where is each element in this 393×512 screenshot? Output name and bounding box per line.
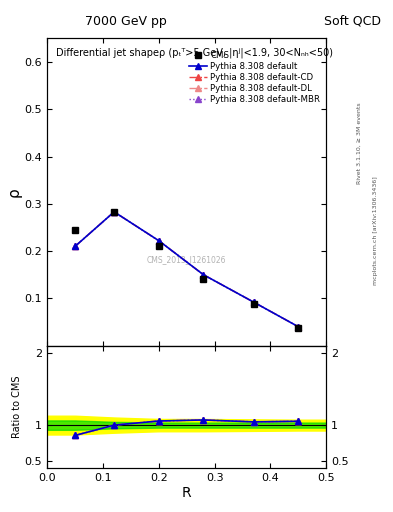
Line: Pythia 8.308 default: Pythia 8.308 default bbox=[72, 209, 301, 330]
Text: 7000 GeV pp: 7000 GeV pp bbox=[85, 15, 167, 28]
Line: CMS: CMS bbox=[72, 208, 302, 331]
Pythia 8.308 default bbox=[201, 272, 206, 278]
Pythia 8.308 default-MBR bbox=[156, 238, 161, 244]
Pythia 8.308 default bbox=[112, 209, 116, 215]
Pythia 8.308 default bbox=[296, 324, 301, 330]
Text: CMS_2013_I1261026: CMS_2013_I1261026 bbox=[147, 255, 226, 264]
Line: Pythia 8.308 default-DL: Pythia 8.308 default-DL bbox=[72, 209, 301, 330]
Y-axis label: Ratio to CMS: Ratio to CMS bbox=[12, 376, 22, 438]
X-axis label: R: R bbox=[182, 486, 191, 500]
Pythia 8.308 default-DL bbox=[201, 272, 206, 278]
Line: Pythia 8.308 default-CD: Pythia 8.308 default-CD bbox=[72, 209, 301, 330]
Pythia 8.308 default bbox=[73, 243, 77, 249]
Text: Soft QCD: Soft QCD bbox=[324, 15, 381, 28]
Pythia 8.308 default bbox=[156, 238, 161, 244]
Line: Pythia 8.308 default-MBR: Pythia 8.308 default-MBR bbox=[72, 209, 301, 330]
Text: Rivet 3.1.10, ≥ 3M events: Rivet 3.1.10, ≥ 3M events bbox=[357, 102, 362, 184]
Legend: CMS, Pythia 8.308 default, Pythia 8.308 default-CD, Pythia 8.308 default-DL, Pyt: CMS, Pythia 8.308 default, Pythia 8.308 … bbox=[188, 49, 322, 106]
Text: Differential jet shapeρ (pₜᵀ>5 GeV, |ηʲ|<1.9, 30<Nₙₕ<50): Differential jet shapeρ (pₜᵀ>5 GeV, |ηʲ|… bbox=[55, 48, 332, 58]
Pythia 8.308 default-MBR bbox=[201, 272, 206, 278]
Pythia 8.308 default-CD bbox=[156, 238, 161, 244]
Pythia 8.308 default-CD bbox=[251, 299, 256, 305]
CMS bbox=[112, 209, 116, 215]
Pythia 8.308 default-DL bbox=[112, 209, 116, 215]
Pythia 8.308 default-DL bbox=[156, 238, 161, 244]
Pythia 8.308 default-MBR bbox=[251, 299, 256, 305]
Pythia 8.308 default bbox=[251, 299, 256, 305]
CMS bbox=[201, 276, 206, 283]
Y-axis label: ρ: ρ bbox=[7, 187, 22, 197]
CMS bbox=[73, 227, 77, 233]
Pythia 8.308 default-CD bbox=[201, 272, 206, 278]
Pythia 8.308 default-CD bbox=[73, 243, 77, 249]
Pythia 8.308 default-DL bbox=[296, 324, 301, 330]
Pythia 8.308 default-DL bbox=[73, 243, 77, 249]
CMS bbox=[296, 325, 301, 331]
Pythia 8.308 default-CD bbox=[112, 209, 116, 215]
Pythia 8.308 default-MBR bbox=[112, 209, 116, 215]
Pythia 8.308 default-MBR bbox=[73, 243, 77, 249]
CMS bbox=[251, 301, 256, 307]
Pythia 8.308 default-CD bbox=[296, 324, 301, 330]
Text: mcplots.cern.ch [arXiv:1306.3436]: mcplots.cern.ch [arXiv:1306.3436] bbox=[373, 176, 378, 285]
Pythia 8.308 default-MBR bbox=[296, 324, 301, 330]
CMS bbox=[156, 243, 161, 249]
Pythia 8.308 default-DL bbox=[251, 299, 256, 305]
